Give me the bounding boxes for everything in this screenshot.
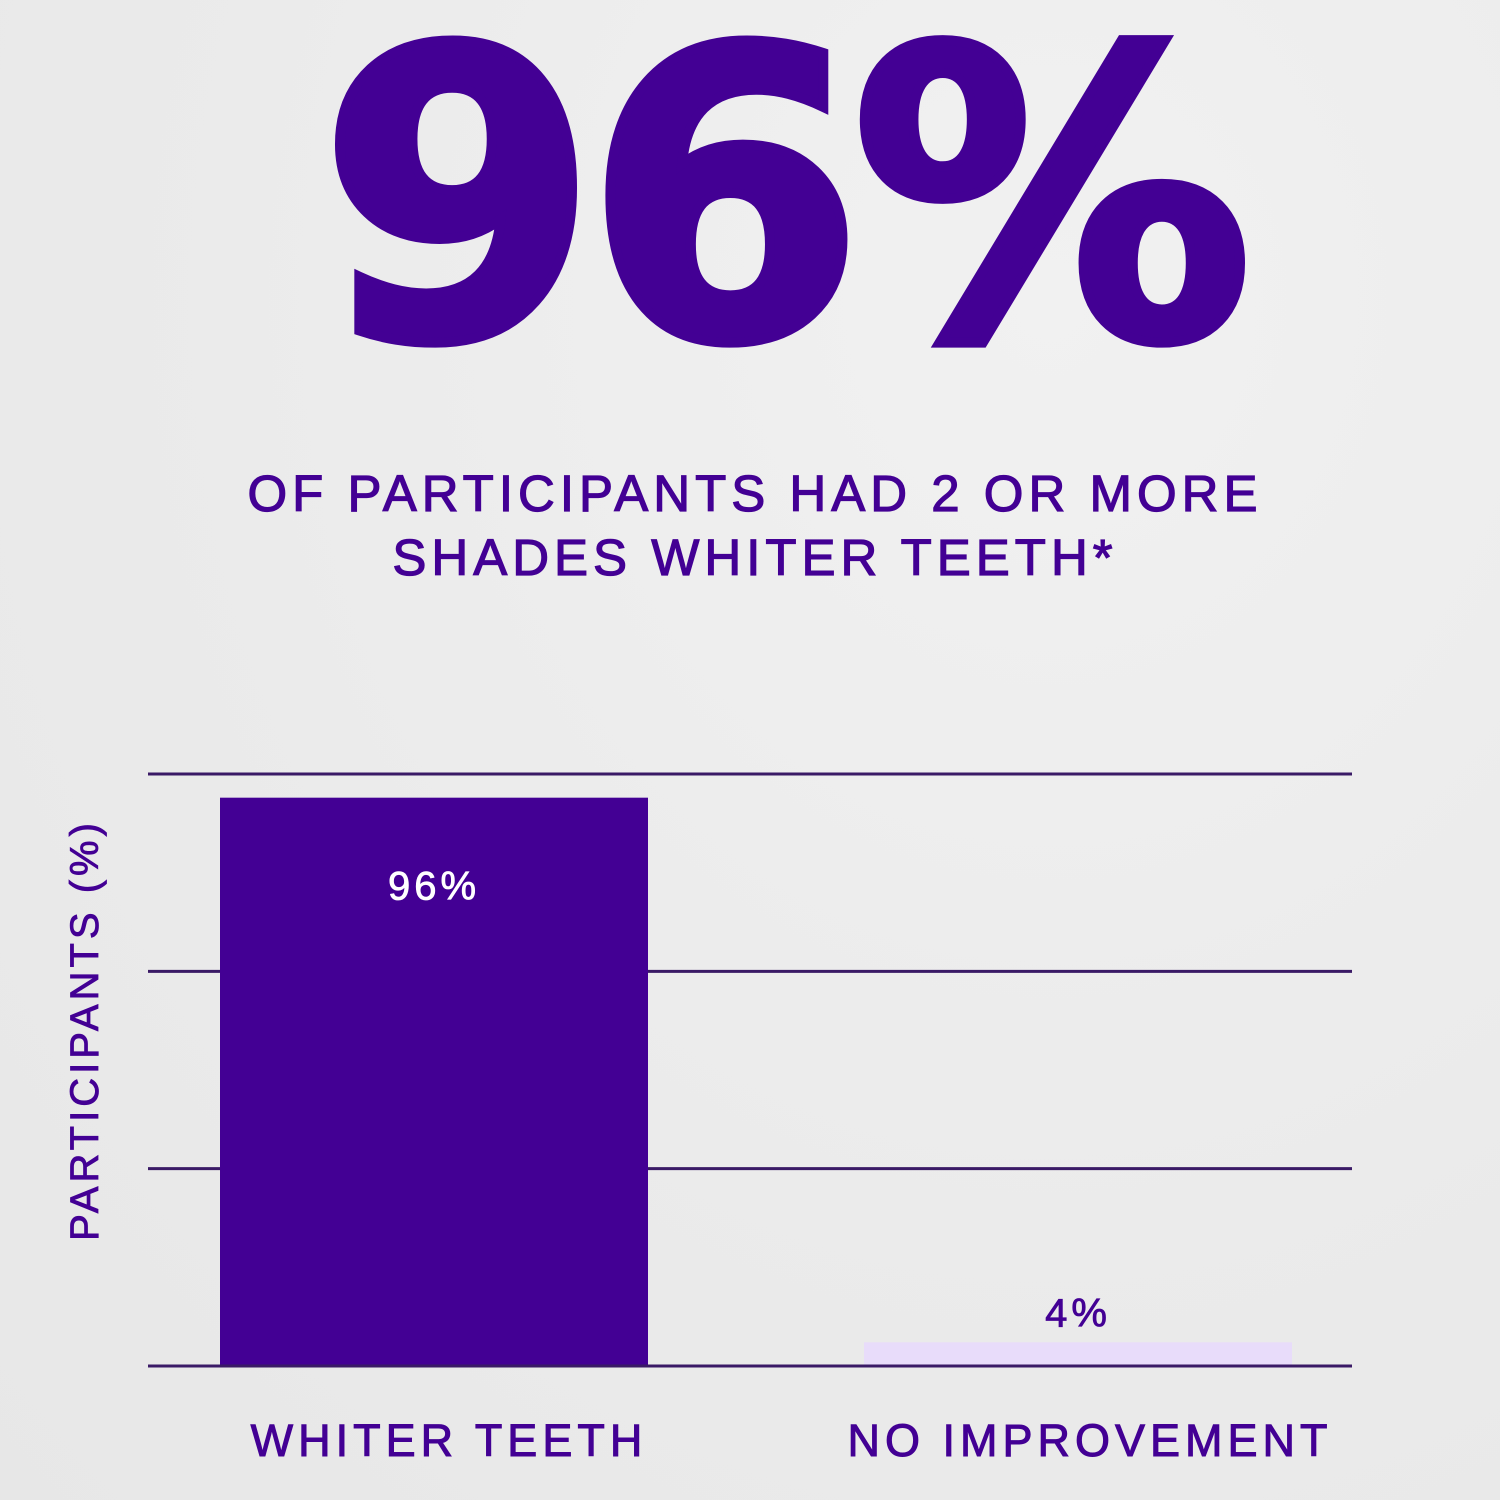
data-label: 96% <box>388 865 480 909</box>
bar-no-improvement <box>864 1342 1292 1365</box>
x-tick-label: WHITER TEETH <box>251 1415 648 1466</box>
data-label: 4% <box>1045 1291 1111 1335</box>
x-tick-label: NO IMPROVEMENT <box>847 1415 1332 1466</box>
y-axis-label: PARTICIPANTS (%) <box>63 819 108 1242</box>
headline-subtitle: OF PARTICIPANTS HAD 2 OR MORE SHADES WHI… <box>150 462 1360 590</box>
subtitle-line-1: OF PARTICIPANTS HAD 2 OR MORE <box>247 464 1263 522</box>
bar-whiter-teeth <box>220 797 648 1365</box>
headline-stat: 96% <box>314 0 1257 432</box>
subtitle-line-2: SHADES WHITER TEETH* <box>392 528 1118 586</box>
